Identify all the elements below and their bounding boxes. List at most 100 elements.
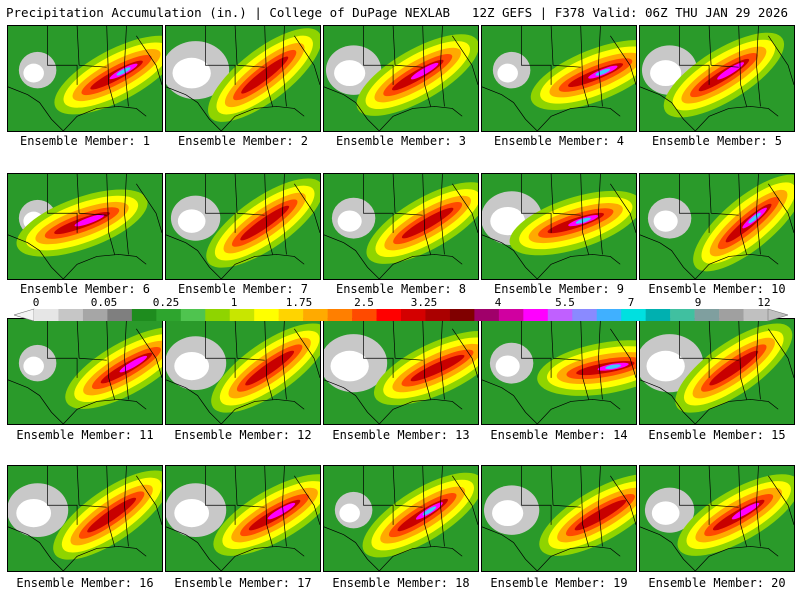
map-title: Precipitation Accumulation (in.) | Colle… — [6, 5, 451, 20]
boundary-line — [738, 319, 747, 400]
boundary-line — [711, 64, 739, 68]
ensemble-member-label: Ensemble Member: 19 — [490, 576, 628, 590]
legend-swatch — [327, 309, 353, 321]
precip-peak — [119, 355, 148, 373]
boundary-line — [553, 504, 581, 508]
legend-tick-label: 12 — [757, 296, 771, 309]
boundary-line — [553, 212, 581, 216]
boundary-line — [124, 26, 129, 107]
boundary-line — [553, 357, 581, 361]
boundary-line — [221, 546, 305, 571]
boundary-line — [392, 26, 396, 66]
legend-tick-label: 3.25 — [410, 296, 438, 309]
legend-tick-label: 0.05 — [90, 296, 118, 309]
boundary-line — [324, 379, 380, 424]
precip-band — [208, 28, 320, 122]
legend-left-arrow — [14, 308, 35, 322]
boundary-line — [756, 26, 761, 107]
dry-core — [23, 63, 44, 83]
ensemble-panel-10 — [639, 173, 795, 280]
boundary-line — [610, 183, 636, 233]
boundary-line — [640, 86, 696, 131]
ensemble-panel-18 — [323, 465, 479, 572]
legend-tick-label: 0.25 — [152, 296, 180, 309]
dry-core — [174, 351, 210, 381]
precip-band — [16, 189, 148, 257]
boundary-line — [166, 379, 222, 424]
boundary-line — [234, 174, 238, 214]
boundary-line — [708, 466, 712, 506]
boundary-line — [294, 35, 320, 85]
precip-legend: 0 0.05 0.25 1 1.75 2.5 3.25 4 5.5 7 9 12 — [14, 293, 788, 323]
precip-contour — [240, 205, 290, 241]
boundary-line — [553, 64, 581, 68]
ensemble-member-label: Ensemble Member: 4 — [493, 134, 625, 148]
boundary-line — [482, 526, 538, 571]
boundary-line — [695, 399, 779, 424]
boundary-line — [363, 319, 394, 378]
legend-swatch — [449, 309, 475, 321]
boundary-line — [711, 357, 739, 361]
precip-peak — [410, 62, 439, 80]
legend-swatch — [352, 309, 377, 321]
boundary-line — [756, 466, 761, 547]
legend-tick-label: 4 — [494, 296, 502, 309]
dry-core — [23, 356, 44, 376]
boundary-line — [76, 174, 80, 214]
precip-max — [605, 364, 621, 370]
precip-map-4 — [482, 26, 636, 131]
legend-swatch — [131, 309, 157, 321]
boundary-line — [392, 174, 396, 214]
boundary-line — [205, 174, 236, 233]
boundary-line — [598, 466, 603, 547]
ensemble-member-label: Ensemble Member: 20 — [648, 576, 786, 590]
boundary-line — [282, 319, 287, 400]
boundary-line — [324, 234, 380, 279]
boundary-line — [610, 328, 636, 378]
boundary-line — [379, 399, 463, 424]
legend-tick-label: 1 — [230, 296, 238, 309]
precip-contour — [241, 56, 289, 94]
boundary-line — [580, 466, 589, 547]
boundary-line — [363, 466, 394, 525]
legend-swatch — [58, 309, 84, 321]
boundary-line — [580, 26, 589, 107]
boundary-line — [640, 379, 696, 424]
boundary-line — [63, 546, 147, 571]
ensemble-member-label: Ensemble Member: 11 — [16, 428, 154, 442]
precip-band — [530, 40, 636, 111]
boundary-line — [294, 328, 320, 378]
boundary-line — [537, 399, 621, 424]
legend-swatch — [254, 309, 279, 321]
boundary-line — [264, 26, 273, 107]
boundary-line — [205, 26, 236, 85]
boundary-line — [756, 319, 761, 400]
boundary-line — [452, 475, 478, 525]
ensemble-panel-13 — [323, 318, 479, 425]
precip-band — [206, 178, 320, 268]
boundary-line — [237, 504, 265, 508]
precip-map-17 — [166, 466, 320, 571]
legend-swatch — [205, 309, 231, 321]
boundary-line — [610, 35, 636, 85]
precip-map-8 — [324, 174, 478, 279]
dry-core — [497, 63, 518, 83]
ensemble-panel-4 — [481, 25, 637, 132]
boundary-line — [47, 26, 78, 85]
boundary-line — [63, 254, 147, 279]
boundary-line — [537, 106, 621, 131]
ensemble-member-label: Ensemble Member: 7 — [177, 282, 309, 296]
boundary-line — [47, 174, 78, 233]
legend-swatch — [572, 309, 598, 321]
precip-band — [211, 323, 320, 413]
boundary-line — [738, 174, 747, 255]
legend-swatch — [107, 309, 133, 321]
boundary-line — [482, 234, 538, 279]
ensemble-panel-15 — [639, 318, 795, 425]
ensemble-member-label: Ensemble Member: 8 — [335, 282, 467, 296]
boundary-line — [708, 319, 712, 359]
precip-contour — [410, 354, 465, 382]
boundary-line — [422, 174, 431, 255]
legend-tick-label: 2.5 — [354, 296, 374, 309]
boundary-line — [395, 212, 423, 216]
